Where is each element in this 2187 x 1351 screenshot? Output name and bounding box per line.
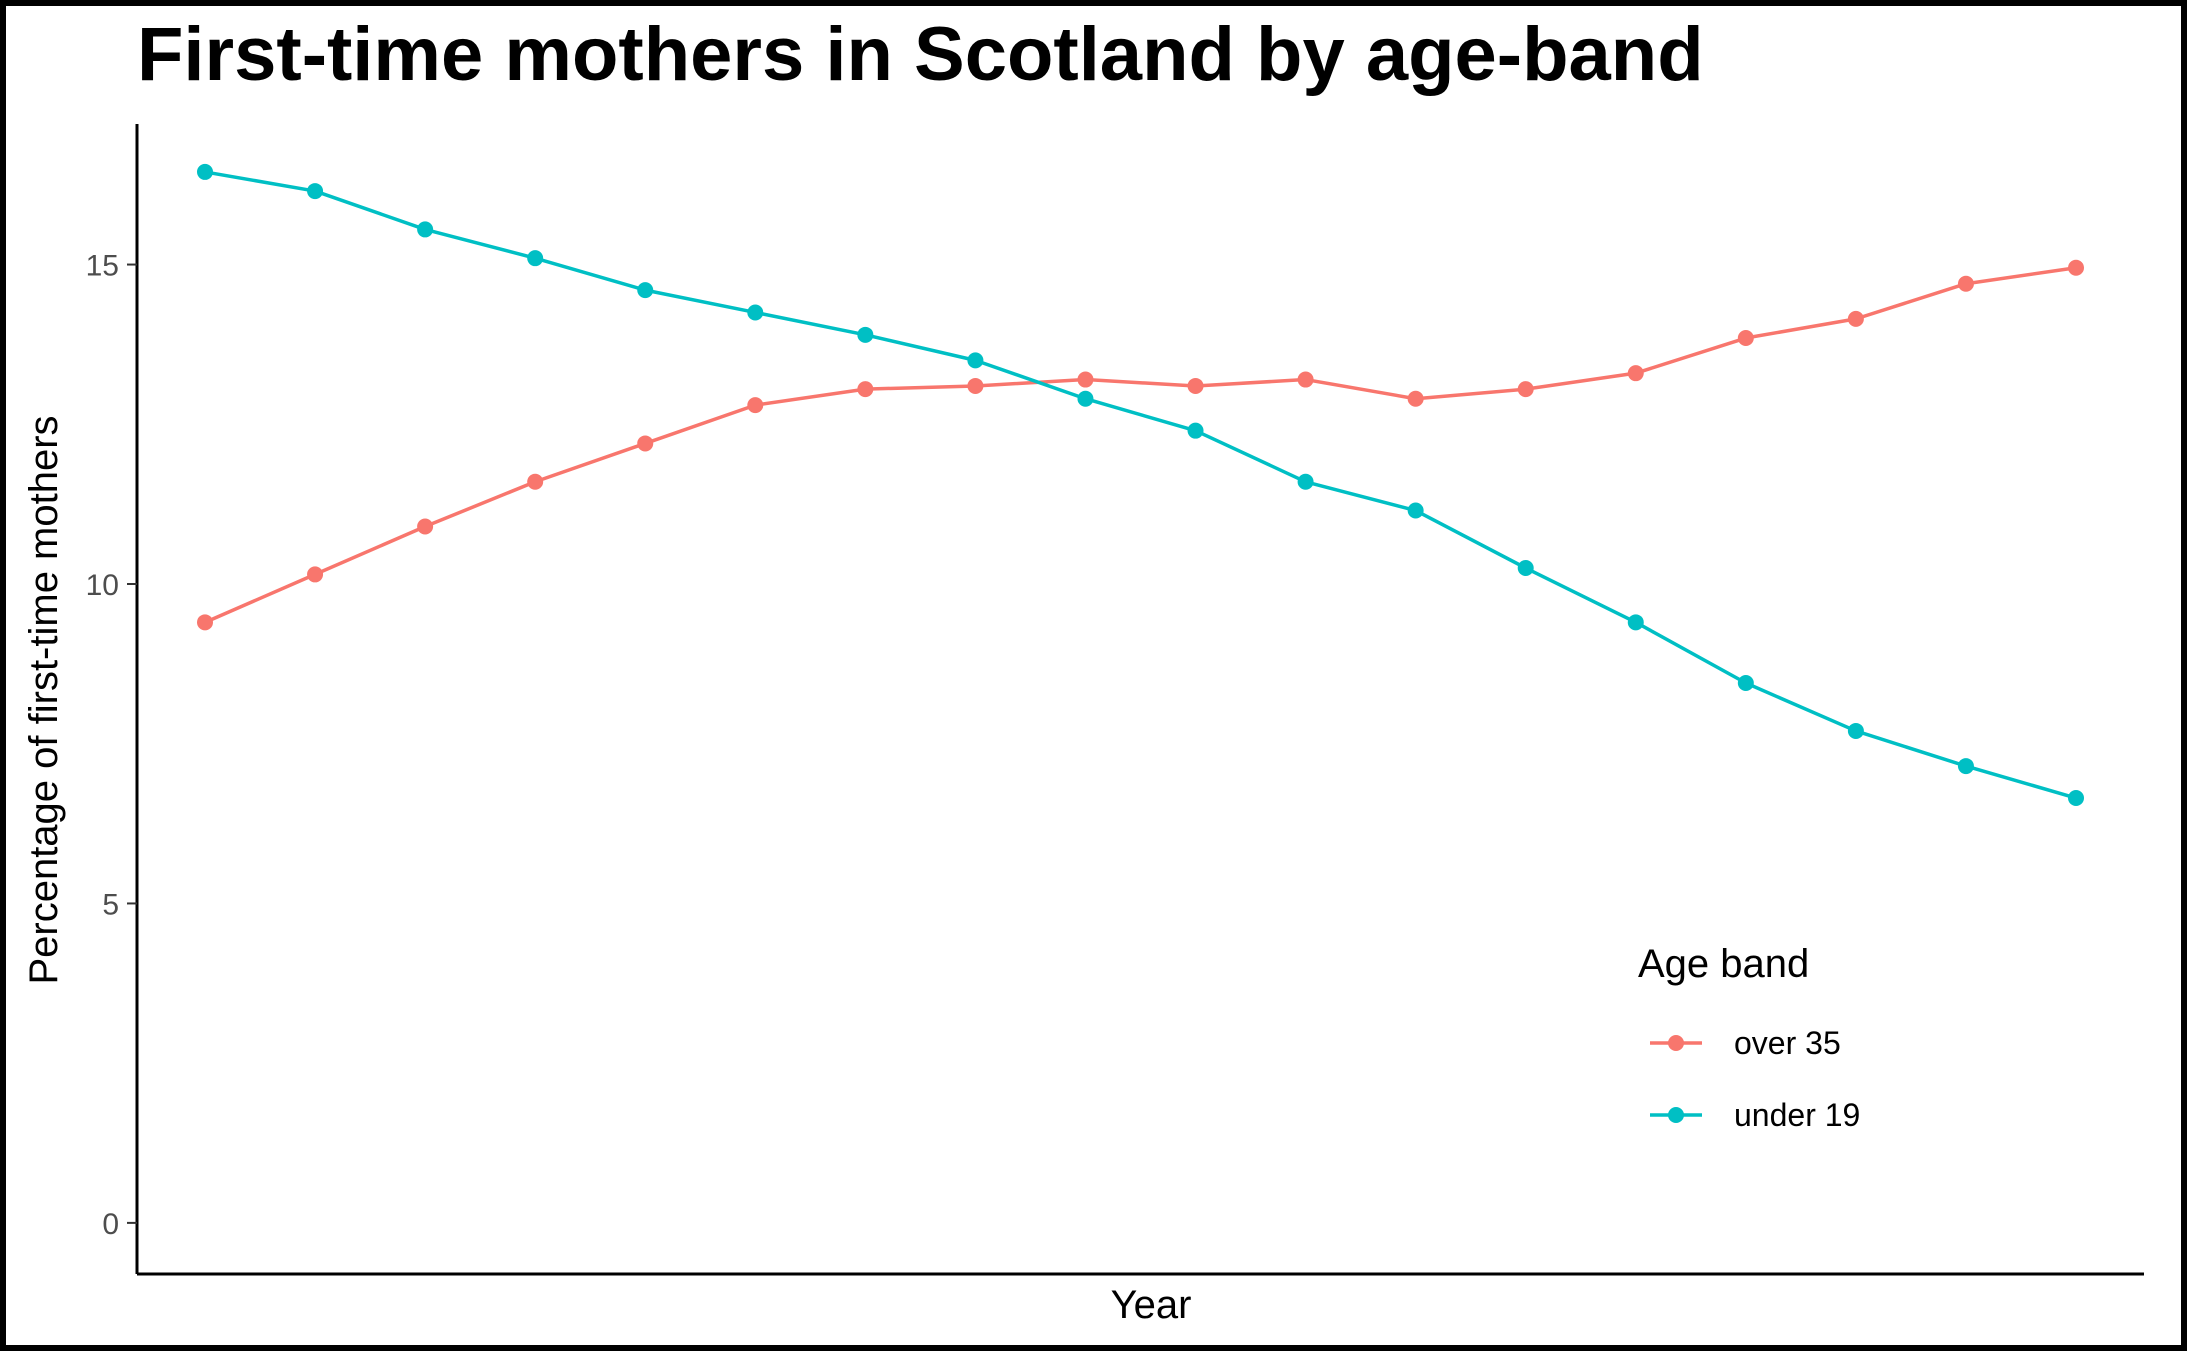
data-point-over-35 <box>1957 275 1974 292</box>
data-point-over-35 <box>197 614 213 631</box>
data-point-over-35 <box>967 377 984 394</box>
data-point-under-19 <box>967 352 984 369</box>
legend-label-under-19: under 19 <box>1734 1097 1860 1133</box>
data-point-under-19 <box>1627 614 1644 631</box>
data-point-under-19 <box>1077 390 1094 407</box>
data-point-under-19 <box>1297 473 1314 490</box>
data-point-under-19 <box>1187 422 1204 439</box>
data-point-over-35 <box>1297 371 1314 388</box>
data-point-under-19 <box>1407 502 1424 519</box>
data-point-over-35 <box>1187 377 1204 394</box>
legend-key-point-over-35 <box>1668 1035 1684 1051</box>
y-tick-label: 15 <box>86 250 119 283</box>
data-point-over-35 <box>1517 381 1534 398</box>
y-axis-title: Percentage of first-time mothers <box>22 415 66 984</box>
chart-title: First-time mothers in Scotland by age-ba… <box>137 12 1704 97</box>
data-point-over-35 <box>1737 330 1754 347</box>
data-point-under-19 <box>1737 675 1754 692</box>
data-point-over-35 <box>2068 259 2084 276</box>
y-tick-label: 5 <box>102 888 119 921</box>
data-point-under-19 <box>417 221 434 238</box>
data-point-over-35 <box>857 381 874 398</box>
data-point-under-19 <box>1957 758 1974 775</box>
data-point-under-19 <box>637 282 654 299</box>
y-tick-label: 10 <box>86 569 119 602</box>
data-point-over-35 <box>1407 390 1424 407</box>
legend-key-point-under-19 <box>1668 1107 1684 1123</box>
data-point-under-19 <box>527 250 544 267</box>
data-point-over-35 <box>1627 365 1644 382</box>
data-point-under-19 <box>1517 560 1534 577</box>
y-tick-label: 0 <box>102 1208 119 1241</box>
legend: Age band over 35 under 19 <box>1638 942 1860 1133</box>
data-point-over-35 <box>1077 371 1094 388</box>
x-axis-title: Year <box>1111 1283 1192 1327</box>
data-point-over-35 <box>1847 310 1864 327</box>
data-point-under-19 <box>747 304 764 321</box>
series-line-over-35 <box>204 266 2077 624</box>
data-point-under-19 <box>1847 722 1864 739</box>
legend-title: Age band <box>1638 942 1809 986</box>
data-point-over-35 <box>637 435 654 452</box>
series-layer <box>197 163 2084 807</box>
data-point-over-35 <box>307 566 324 583</box>
data-point-over-35 <box>417 518 434 535</box>
y-ticks: 0 5 10 15 <box>86 250 137 1241</box>
data-point-under-19 <box>307 183 324 200</box>
data-point-under-19 <box>857 326 874 343</box>
data-point-over-35 <box>747 397 764 414</box>
data-point-under-19 <box>197 163 213 180</box>
data-point-over-35 <box>527 473 544 490</box>
data-point-under-19 <box>2068 790 2084 807</box>
series-line-under-19 <box>204 170 2077 800</box>
legend-label-over-35: over 35 <box>1734 1025 1841 1061</box>
